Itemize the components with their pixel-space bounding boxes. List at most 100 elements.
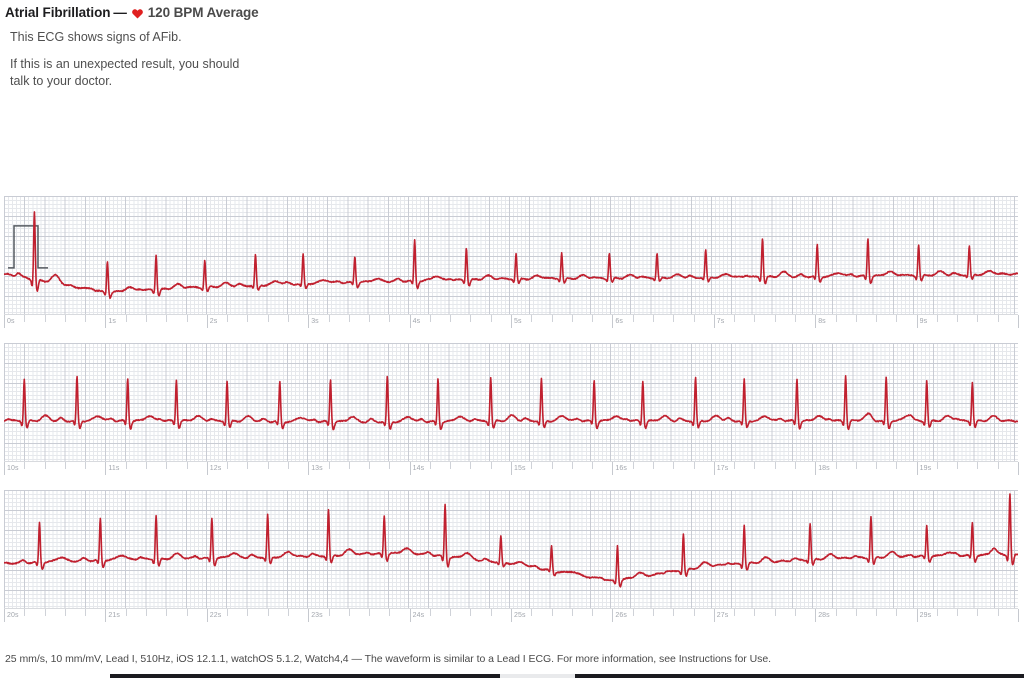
axis-tick-label: 9s xyxy=(919,318,928,325)
axis-tick-minor xyxy=(835,609,837,616)
axis-tick-minor xyxy=(774,462,776,469)
axis-tick-minor xyxy=(450,462,452,469)
axis-tick-minor xyxy=(551,462,553,469)
axis-tick-minor xyxy=(328,462,330,469)
time-axis-3: 20s 21s 22s 23s 24s 25s 26s 27s 28s 29s xyxy=(4,608,1019,625)
axis-tick-minor xyxy=(146,462,147,469)
axis-tick-major xyxy=(815,315,817,328)
axis-tick-label: 11s xyxy=(108,465,120,472)
axis-tick-minor xyxy=(774,609,776,616)
axis-tick-minor xyxy=(146,315,147,322)
axis-tick-minor xyxy=(64,609,66,616)
axis-tick-minor xyxy=(24,315,26,322)
axis-tick-minor xyxy=(328,315,330,322)
axis-tick-minor xyxy=(85,609,87,616)
axis-tick-minor xyxy=(44,315,46,322)
axis-tick-minor xyxy=(24,609,26,616)
axis-tick-major xyxy=(105,315,107,328)
axis-tick-minor xyxy=(855,462,857,469)
axis-tick-major xyxy=(1018,609,1019,622)
axis-tick-minor xyxy=(896,462,898,469)
axis-tick-minor xyxy=(490,462,492,469)
axis-tick-minor xyxy=(835,462,837,469)
axis-tick-minor xyxy=(571,609,573,616)
axis-tick-label: 6s xyxy=(615,318,623,325)
ecg-strips: 0s 1s 2s 3s 4s 5s 6s 7s 8s 9s 10s 11s 12s 13s 14s 15s 1… xyxy=(0,196,1024,625)
axis-tick-major xyxy=(1018,315,1019,328)
axis-tick-minor xyxy=(673,609,675,616)
axis-tick-major xyxy=(409,609,411,622)
axis-tick-minor xyxy=(470,315,472,322)
axis-tick-major xyxy=(713,609,715,622)
axis-tick-minor xyxy=(754,315,756,322)
axis-tick-label: 3s xyxy=(311,318,319,325)
axis-tick-minor xyxy=(369,315,370,322)
axis-tick-minor xyxy=(267,609,269,616)
axis-tick-minor xyxy=(734,609,736,616)
axis-tick-minor xyxy=(328,609,330,616)
axis-tick-minor xyxy=(896,609,898,616)
axis-tick-label: 17s xyxy=(716,465,729,472)
axis-tick-minor xyxy=(287,315,289,322)
axis-tick-minor xyxy=(247,609,249,616)
axis-tick-minor xyxy=(936,462,938,469)
axis-tick-major xyxy=(612,462,614,475)
axis-tick-minor xyxy=(227,609,229,616)
axis-tick-minor xyxy=(490,315,492,322)
axis-tick-minor xyxy=(977,315,979,322)
axis-tick-minor xyxy=(653,609,654,616)
axis-tick-minor xyxy=(673,315,675,322)
axis-tick-minor xyxy=(794,462,796,469)
axis-tick-minor xyxy=(855,315,857,322)
time-axis-1: 0s 1s 2s 3s 4s 5s 6s 7s 8s 9s xyxy=(4,314,1019,331)
axis-tick-minor xyxy=(632,609,634,616)
axis-tick-minor xyxy=(125,609,127,616)
axis-tick-label: 0s xyxy=(7,318,15,325)
axis-tick-minor xyxy=(227,462,229,469)
axis-tick-label: 7s xyxy=(716,318,725,325)
axis-tick-minor xyxy=(693,315,695,322)
axis-tick-minor xyxy=(186,315,188,322)
axis-tick-minor xyxy=(227,315,229,322)
axis-tick-label: 25s xyxy=(514,612,526,619)
axis-tick-label: 28s xyxy=(818,612,830,619)
axis-tick-minor xyxy=(653,315,654,322)
axis-tick-minor xyxy=(125,462,127,469)
axis-tick-minor xyxy=(592,462,594,469)
axis-tick-major xyxy=(713,462,715,475)
axis-tick-minor xyxy=(632,462,634,469)
axis-tick-major xyxy=(206,315,208,328)
axis-tick-minor xyxy=(389,462,391,469)
ecg-metadata-footer: 25 mm/s, 10 mm/mV, Lead I, 510Hz, iOS 12… xyxy=(5,653,772,665)
axis-tick-minor xyxy=(957,462,959,469)
ecg-strip-2: 10s 11s 12s 13s 14s 15s 16s 17s 18s 19s xyxy=(4,343,1019,478)
axis-tick-major xyxy=(916,315,918,328)
heart-icon xyxy=(131,7,144,20)
axis-tick-minor xyxy=(247,315,249,322)
axis-tick-label: 14s xyxy=(412,465,425,472)
axis-tick-minor xyxy=(369,462,370,469)
axis-tick-minor xyxy=(531,462,533,469)
axis-tick-minor xyxy=(166,609,168,616)
axis-tick-minor xyxy=(571,315,573,322)
axis-tick-minor xyxy=(551,315,553,322)
axis-tick-minor xyxy=(85,315,87,322)
axis-tick-major xyxy=(105,609,107,622)
axis-tick-minor xyxy=(876,609,877,616)
axis-tick-minor xyxy=(835,315,837,322)
axis-tick-minor xyxy=(531,609,533,616)
axis-tick-label: 13s xyxy=(311,465,323,472)
axis-tick-label: 21s xyxy=(108,612,120,619)
axis-tick-minor xyxy=(348,609,350,616)
ecg-grid-3 xyxy=(4,490,1018,608)
axis-tick-major xyxy=(511,315,512,328)
axis-tick-minor xyxy=(673,462,675,469)
axis-tick-label: 1s xyxy=(108,318,116,325)
axis-tick-major xyxy=(4,462,5,475)
axis-tick-major xyxy=(815,462,817,475)
condition-label: Atrial Fibrillation xyxy=(5,5,111,20)
axis-tick-minor xyxy=(957,315,959,322)
axis-tick-minor xyxy=(348,462,350,469)
axis-tick-major xyxy=(308,462,310,475)
axis-tick-minor xyxy=(64,462,66,469)
